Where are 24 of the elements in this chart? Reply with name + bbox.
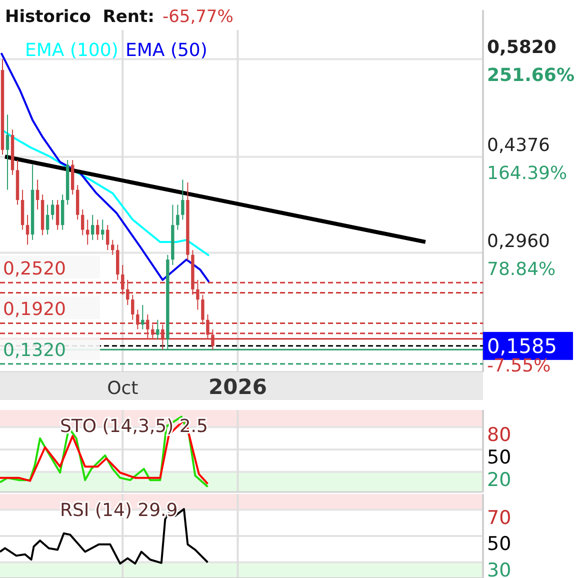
y-tick-label: 0,2960 — [487, 230, 550, 252]
chart-title: RSI (14) 29.9 — [60, 500, 178, 521]
text: EMA (50) — [126, 40, 208, 61]
y-tick-label: 70 — [487, 506, 512, 529]
y2-tick-label: -7.55% — [487, 356, 551, 377]
ref-line-label: 0,2520 — [3, 258, 66, 280]
y-tick-label: 20 — [487, 468, 512, 491]
x-tick-label: 2026 — [208, 375, 267, 399]
ref-line-label: 0,1920 — [3, 299, 66, 320]
chart-title: Historico Rent: — [5, 7, 154, 27]
x-tick-label: Oct — [107, 378, 138, 399]
y2-tick-label: 251.66% — [487, 65, 574, 86]
y-tick-label: 0,4376 — [487, 134, 550, 156]
ref-line-label: 0,1320 — [3, 340, 66, 361]
y-tick-label: 50 — [487, 533, 512, 555]
y-tick-label: 80 — [487, 424, 512, 446]
y2-tick-label: 164.39% — [487, 162, 568, 184]
y2-tick-label: 78.84% — [487, 258, 556, 280]
ref-line-label: 0,1585 — [487, 334, 557, 358]
y-tick-label: 50 — [487, 446, 512, 469]
text: EMA (100) — [25, 40, 118, 61]
y-tick-label: 0,5820 — [487, 37, 556, 58]
chart-subtitle: -65,77% — [162, 7, 234, 27]
y-tick-label: 30 — [487, 559, 512, 578]
